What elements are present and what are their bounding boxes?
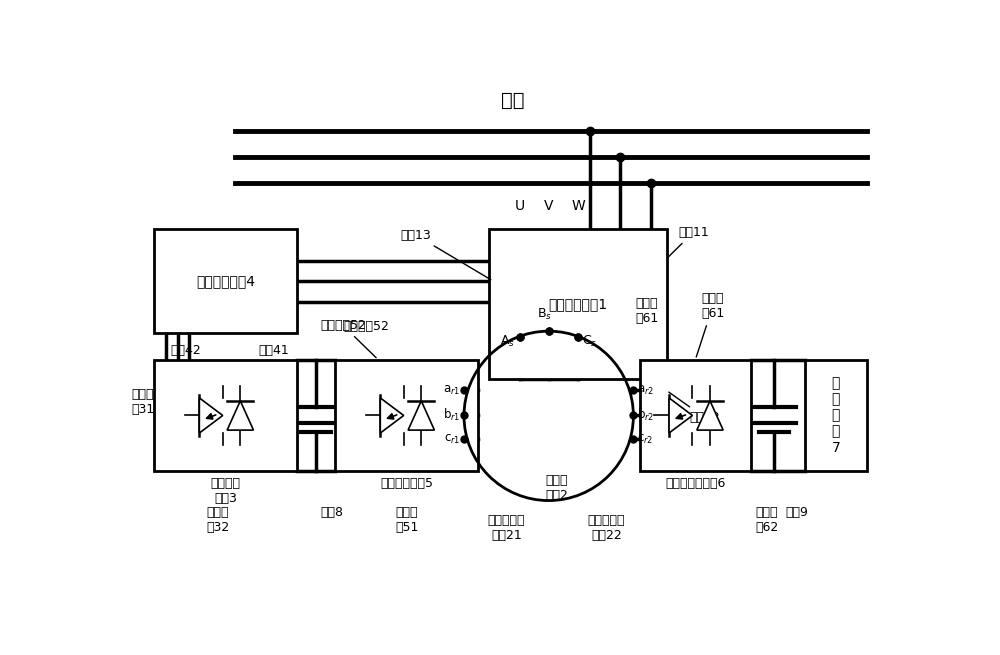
Bar [805,360,867,472]
Text: 转子主变流器5: 转子主变流器5 [380,477,433,491]
Text: 交流端
口61: 交流端 口61 [696,292,724,357]
Bar [154,360,297,472]
Text: 交流端
口31: 交流端 口31 [131,388,155,416]
Text: 直流端口52: 直流端口52 [343,320,389,333]
Polygon shape [669,398,692,433]
Text: 储
能
单
元
7: 储 能 单 元 7 [832,376,840,455]
Text: 交流端
口61: 交流端 口61 [636,297,659,325]
Text: c$_{r1}$: c$_{r1}$ [444,432,460,445]
Text: 网侧滤波单元4: 网侧滤波单元4 [196,274,255,288]
Bar [640,360,751,472]
Text: V: V [544,199,553,214]
Text: 双馈发电机
定子22: 双馈发电机 定子22 [588,514,625,542]
Text: C$_s$: C$_s$ [582,334,597,349]
Text: 直流端口52: 直流端口52 [320,319,376,358]
Text: 端口42: 端口42 [170,345,201,357]
Text: 电容8: 电容8 [320,506,343,519]
Text: 端口12: 端口12 [669,392,720,424]
Text: 直流端
口32: 直流端 口32 [206,506,230,534]
Text: b$_{r1}$: b$_{r1}$ [443,407,460,423]
Text: W: W [571,199,585,214]
Polygon shape [697,401,723,430]
Text: U: U [515,199,525,214]
Polygon shape [380,398,404,433]
Bar [489,229,667,379]
Text: 直流端
口62: 直流端 口62 [755,506,778,534]
Text: 双馈发
电机2: 双馈发 电机2 [545,474,568,502]
Polygon shape [227,401,253,430]
Text: c$_{r2}$: c$_{r2}$ [637,432,654,445]
Text: 网侧功率
单元3: 网侧功率 单元3 [211,477,241,506]
Text: a$_{r2}$: a$_{r2}$ [637,384,654,397]
Text: a$_{r1}$: a$_{r1}$ [443,384,460,397]
Polygon shape [199,398,223,433]
Text: A$_s$: A$_s$ [500,334,515,349]
Text: 转子辅助变流器6: 转子辅助变流器6 [665,477,726,491]
Text: 交流端
口51: 交流端 口51 [395,506,418,534]
Text: 电容9: 电容9 [786,506,809,519]
Polygon shape [408,401,434,430]
Text: b$_{r2}$: b$_{r2}$ [637,407,655,423]
Text: 电网: 电网 [501,90,524,109]
Bar [335,360,478,472]
Text: 电网接入单元1: 电网接入单元1 [548,297,608,311]
Bar [154,229,297,333]
Text: 端口41: 端口41 [258,345,289,357]
Text: B$_s$: B$_s$ [537,307,552,322]
Text: 端口11: 端口11 [668,226,709,257]
Text: 双馈发电机
转子21: 双馈发电机 转子21 [488,514,525,542]
Text: 端口13: 端口13 [401,229,491,280]
